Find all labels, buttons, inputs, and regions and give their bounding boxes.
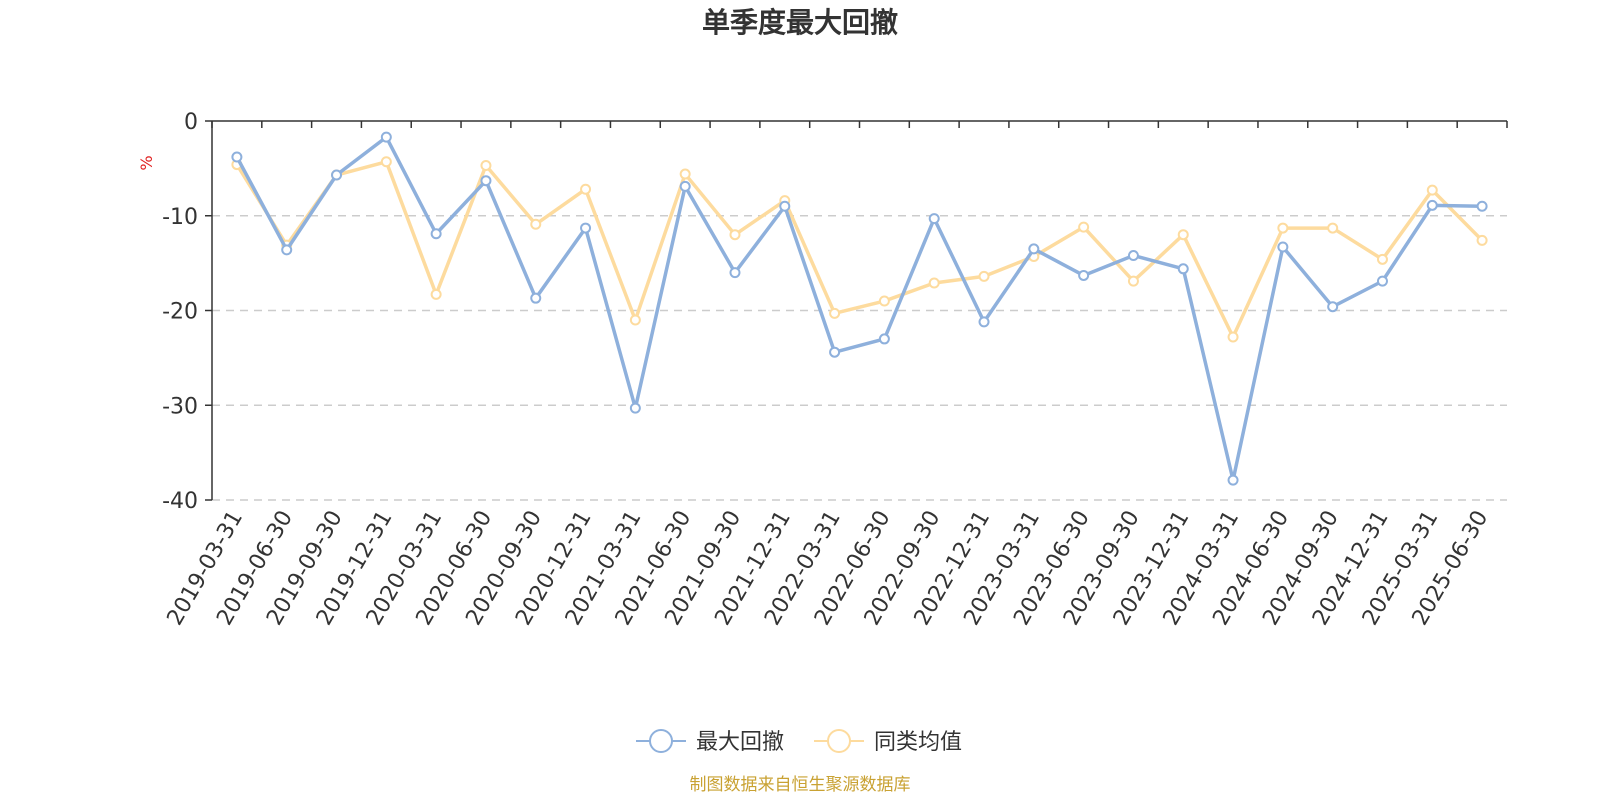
data-point[interactable] <box>530 292 542 304</box>
data-point[interactable] <box>829 346 841 358</box>
data-point[interactable] <box>1227 331 1239 343</box>
data-point[interactable] <box>878 333 890 345</box>
grid-lines <box>212 215 1507 501</box>
legend-item[interactable]: 最大回撤 <box>636 729 784 755</box>
legend-label: 同类均值 <box>874 730 962 755</box>
y-tick-labels: 0 -10 -20 -30 -40 <box>162 110 198 514</box>
legend-marker-icon <box>827 729 851 753</box>
y-tick-label: -30 <box>162 394 198 419</box>
data-point[interactable] <box>1078 221 1090 233</box>
data-point[interactable] <box>430 288 442 300</box>
legend-marker-icon <box>649 729 673 753</box>
x-tick-labels: 2019-03-312019-06-302019-09-302019-12-31… <box>163 506 1494 629</box>
y-tick-label: 0 <box>184 110 198 135</box>
data-point[interactable] <box>679 168 691 180</box>
data-point[interactable] <box>878 295 890 307</box>
data-point[interactable] <box>231 151 243 163</box>
legend-label: 最大回撤 <box>696 730 784 755</box>
series-最大回撤 <box>231 131 1488 486</box>
y-tick-label: -40 <box>162 489 198 514</box>
data-point[interactable] <box>480 175 492 187</box>
data-point[interactable] <box>978 316 990 328</box>
source-note: 制图数据来自恒生聚源数据库 <box>690 775 911 795</box>
data-point[interactable] <box>580 183 592 195</box>
data-point[interactable] <box>1127 250 1139 262</box>
data-point[interactable] <box>1177 263 1189 275</box>
series-line <box>235 135 1483 482</box>
data-point[interactable] <box>430 228 442 240</box>
y-axis-unit: % <box>137 155 156 170</box>
data-point[interactable] <box>1376 253 1388 265</box>
axes <box>205 120 1508 501</box>
data-point[interactable] <box>580 222 592 234</box>
data-point[interactable] <box>829 307 841 319</box>
data-point[interactable] <box>1327 222 1339 234</box>
data-point[interactable] <box>1426 184 1438 196</box>
data-point[interactable] <box>1327 301 1339 313</box>
data-point[interactable] <box>1028 243 1040 255</box>
data-point[interactable] <box>1127 275 1139 287</box>
data-point[interactable] <box>629 314 641 326</box>
data-point[interactable] <box>530 218 542 230</box>
data-point[interactable] <box>729 229 741 241</box>
data-point[interactable] <box>928 277 940 289</box>
series-line <box>235 159 1484 339</box>
data-point[interactable] <box>1376 275 1388 287</box>
data-point[interactable] <box>1078 269 1090 281</box>
data-point[interactable] <box>928 213 940 225</box>
legend-item[interactable]: 同类均值 <box>814 729 962 755</box>
legend[interactable]: 最大回撤 同类均值 <box>636 729 962 755</box>
data-point[interactable] <box>331 169 343 181</box>
series-layer <box>231 131 1488 486</box>
y-tick-label: -20 <box>162 300 198 325</box>
data-point[interactable] <box>480 160 492 172</box>
data-point[interactable] <box>978 270 990 282</box>
data-point[interactable] <box>629 402 641 414</box>
data-point[interactable] <box>1177 229 1189 241</box>
data-point[interactable] <box>729 267 741 279</box>
data-point[interactable] <box>679 180 691 192</box>
data-point[interactable] <box>1277 222 1289 234</box>
data-point[interactable] <box>380 156 392 168</box>
data-point[interactable] <box>1476 200 1488 212</box>
series-同类均值 <box>231 156 1488 343</box>
data-point[interactable] <box>281 244 293 256</box>
chart-title: 单季度最大回撤 <box>702 6 898 39</box>
y-tick-label: -10 <box>162 205 198 230</box>
data-point[interactable] <box>779 200 791 212</box>
data-point[interactable] <box>1476 234 1488 246</box>
data-point[interactable] <box>1426 199 1438 211</box>
data-point[interactable] <box>1277 241 1289 253</box>
data-point[interactable] <box>380 131 392 143</box>
data-point[interactable] <box>1227 474 1239 486</box>
